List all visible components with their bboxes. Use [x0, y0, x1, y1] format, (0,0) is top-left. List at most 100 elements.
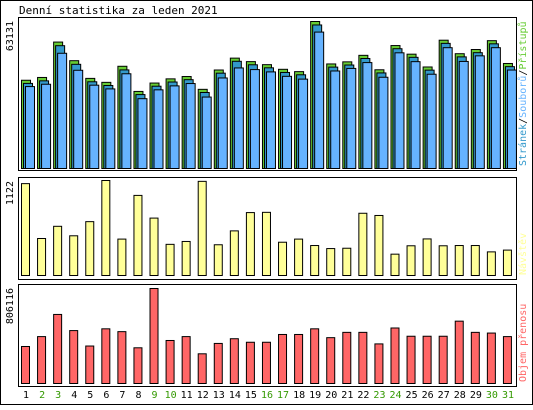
top-bar-stránek-day-15: [249, 69, 260, 169]
bottom-legend-part-0: Objem přenosu: [517, 304, 529, 382]
middle-bar-day-28: [454, 245, 464, 276]
top-bar-stránek-day-7: [121, 73, 132, 169]
top-bar-stránek-day-18: [298, 78, 309, 169]
bottom-bar-day-11: [181, 336, 191, 384]
x-tick-label-day-15: 15: [245, 390, 257, 401]
x-tick-label-day-24: 24: [389, 390, 401, 401]
x-tick-label-day-23: 23: [373, 390, 385, 401]
top-bar-stránek-day-14: [233, 67, 244, 169]
middle-bar-day-9: [149, 217, 159, 276]
middle-bar-day-8: [133, 194, 143, 276]
top-bar-stránek-day-8: [137, 98, 148, 169]
top-bar-stránek-day-2: [41, 83, 52, 169]
top-bar-stránek-day-19: [314, 31, 325, 169]
top-bar-stránek-day-28: [458, 60, 469, 169]
x-tick-label-day-7: 7: [119, 390, 125, 401]
top-bar-stránek-day-27: [442, 47, 453, 169]
middle-bar-day-30: [486, 251, 496, 276]
top-bar-stránek-day-24: [394, 52, 405, 169]
x-tick-label-day-20: 20: [325, 390, 337, 401]
x-tick-label-day-19: 19: [309, 390, 321, 401]
bottom-bar-day-5: [85, 345, 95, 385]
x-tick-label-day-18: 18: [293, 390, 305, 401]
bottom-bar-day-4: [69, 330, 79, 385]
middle-legend-part-0: Návštěv: [517, 233, 529, 275]
top-legend-part-3: /: [518, 70, 529, 76]
x-tick-label-day-9: 9: [152, 390, 158, 401]
middle-bar-day-20: [326, 248, 336, 276]
x-tick-label-day-30: 30: [486, 390, 498, 401]
top-legend-part-1: /: [518, 118, 529, 124]
middle-bar-day-3: [53, 225, 63, 276]
top-bar-stránek-day-11: [185, 83, 196, 169]
x-tick-label-day-12: 12: [197, 390, 209, 401]
bottom-legend: Objem přenosu: [517, 304, 529, 382]
middle-bar-day-17: [278, 241, 288, 276]
middle-bar-day-18: [294, 238, 304, 276]
bottom-bar-day-21: [342, 331, 352, 384]
top-bar-stránek-day-26: [426, 73, 437, 169]
bottom-bar-day-19: [310, 328, 320, 385]
middle-bar-day-25: [406, 245, 416, 276]
x-tick-label-day-25: 25: [406, 390, 418, 401]
middle-bar-day-7: [117, 238, 127, 276]
bottom-bar-day-25: [406, 335, 416, 384]
middle-bar-day-4: [69, 235, 79, 276]
bottom-bar-day-16: [261, 341, 271, 385]
x-tick-label-day-5: 5: [87, 390, 93, 401]
bottom-bar-day-30: [486, 332, 496, 384]
x-tick-label-day-4: 4: [71, 390, 77, 401]
bottom-bar-day-7: [117, 331, 127, 385]
top-bar-stránek-day-4: [73, 69, 84, 169]
top-legend-part-2: Souborů: [517, 76, 529, 118]
middle-bar-day-23: [374, 214, 384, 277]
bottom-bar-day-26: [422, 335, 432, 384]
bottom-bar-day-3: [53, 313, 63, 384]
bottom-bar-day-28: [454, 320, 464, 385]
middle-bar-day-13: [213, 244, 223, 277]
bottom-bar-day-2: [37, 336, 47, 384]
x-tick-label-day-28: 28: [454, 390, 466, 401]
bottom-bar-day-1: [21, 345, 30, 384]
top-bar-stránek-day-10: [169, 85, 180, 169]
middle-bar-day-5: [85, 221, 95, 276]
middle-legend: Návštěv: [517, 233, 529, 275]
top-bar-stránek-day-30: [490, 47, 501, 169]
middle-bar-day-29: [470, 245, 480, 276]
x-tick-label-day-2: 2: [39, 390, 45, 401]
top-bar-stránek-day-21: [346, 67, 357, 169]
middle-bar-day-21: [342, 247, 352, 277]
bottom-bar-day-8: [133, 347, 143, 385]
chart-title: Denní statistika za leden 2021: [19, 4, 218, 17]
top-bar-stránek-day-3: [57, 52, 68, 169]
bottom-bar-day-12: [197, 353, 207, 384]
top-bar-stránek-day-13: [217, 77, 228, 169]
x-tick-label-day-6: 6: [103, 390, 109, 401]
middle-bar-day-1: [21, 183, 30, 276]
middle-bar-day-26: [422, 238, 432, 276]
bottom-bar-day-9: [149, 288, 159, 384]
bottom-bar-day-24: [390, 327, 400, 385]
bottom-bar-day-22: [358, 331, 368, 384]
bottom-bar-day-20: [326, 337, 336, 384]
bottom-bar-day-29: [470, 331, 480, 384]
x-tick-label-day-11: 11: [181, 390, 193, 401]
x-tick-label-day-21: 21: [341, 390, 353, 401]
middle-bar-day-11: [181, 240, 191, 277]
top-bar-stránek-day-9: [153, 89, 164, 169]
top-bar-stránek-day-23: [378, 76, 389, 169]
x-tick-label-day-26: 26: [422, 390, 434, 401]
bottom-bar-day-31: [502, 336, 512, 384]
middle-bar-day-22: [358, 212, 368, 276]
bottom-bar-day-15: [245, 341, 255, 385]
x-tick-label-day-13: 13: [213, 390, 225, 401]
top-bar-stránek-day-16: [265, 71, 276, 169]
top-bar-stránek-day-25: [410, 61, 421, 169]
x-tick-label-day-10: 10: [165, 390, 177, 401]
middle-bar-day-15: [245, 212, 255, 276]
bottom-ymax-label: 806116: [5, 288, 16, 324]
bottom-bar-day-10: [165, 339, 175, 385]
top-legend: Stránek/Souborů/Přístupů: [517, 21, 529, 166]
